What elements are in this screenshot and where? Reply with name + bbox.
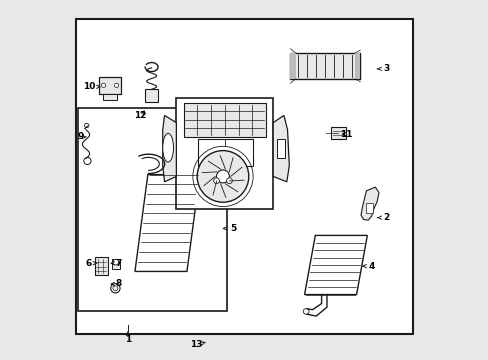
- Circle shape: [84, 123, 89, 128]
- Circle shape: [110, 284, 120, 293]
- Text: 8: 8: [111, 279, 121, 288]
- Polygon shape: [360, 187, 378, 220]
- Circle shape: [197, 150, 248, 202]
- Bar: [94, 257, 108, 275]
- Circle shape: [226, 178, 232, 184]
- Bar: [330, 127, 345, 139]
- Text: 12: 12: [133, 111, 146, 120]
- Text: 11: 11: [340, 130, 352, 139]
- Polygon shape: [163, 116, 176, 182]
- Text: 4: 4: [362, 262, 374, 271]
- Circle shape: [113, 286, 118, 291]
- Text: 13: 13: [189, 341, 205, 350]
- Ellipse shape: [163, 134, 173, 162]
- Text: 10: 10: [83, 82, 100, 91]
- Text: 5: 5: [223, 224, 236, 233]
- Bar: [76, 19, 412, 334]
- Bar: [78, 108, 226, 311]
- Circle shape: [213, 178, 219, 184]
- Text: 7: 7: [111, 259, 121, 268]
- Text: 3: 3: [377, 64, 388, 73]
- Text: 1: 1: [124, 332, 131, 344]
- Circle shape: [83, 157, 91, 165]
- Bar: [183, 103, 265, 137]
- Text: 9: 9: [77, 132, 86, 141]
- Bar: [290, 53, 360, 79]
- Circle shape: [101, 83, 105, 87]
- Circle shape: [114, 83, 119, 87]
- Bar: [290, 53, 295, 79]
- Polygon shape: [273, 116, 289, 182]
- Polygon shape: [304, 235, 366, 294]
- Bar: [365, 203, 372, 213]
- Bar: [99, 77, 121, 94]
- Bar: [102, 94, 117, 100]
- Circle shape: [216, 170, 229, 183]
- Bar: [354, 53, 360, 79]
- Text: 6: 6: [85, 259, 97, 268]
- Circle shape: [303, 309, 308, 314]
- Bar: [276, 139, 284, 158]
- Bar: [198, 139, 253, 166]
- Polygon shape: [135, 175, 200, 271]
- Circle shape: [113, 259, 119, 265]
- Text: 2: 2: [377, 213, 388, 222]
- Bar: [176, 98, 273, 209]
- Bar: [144, 89, 158, 102]
- Bar: [112, 258, 120, 269]
